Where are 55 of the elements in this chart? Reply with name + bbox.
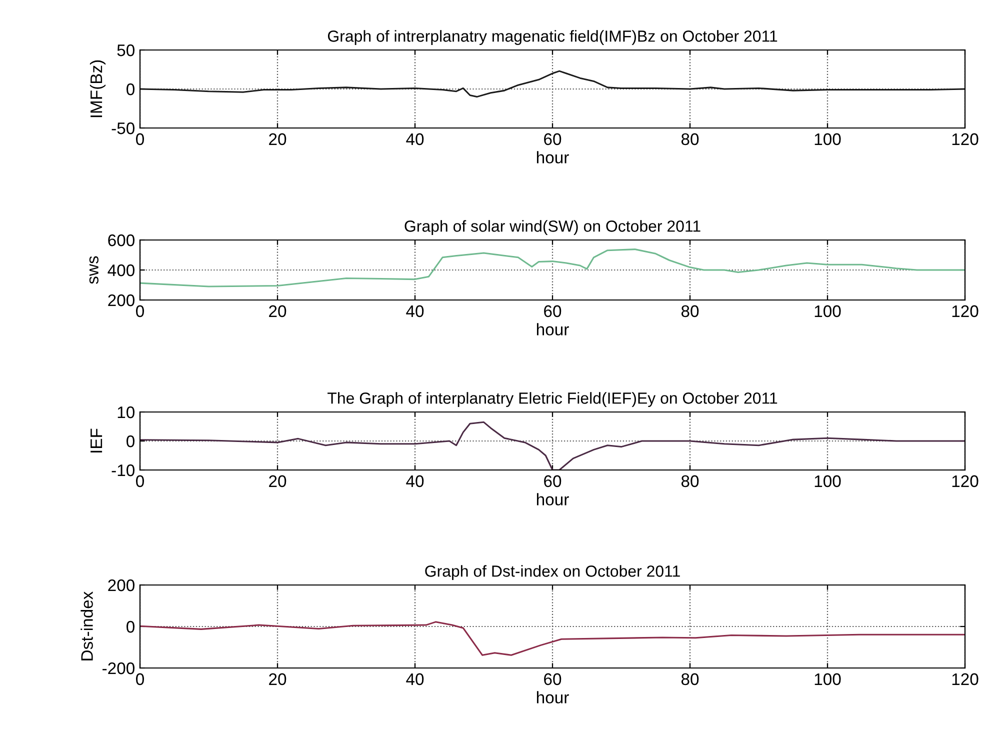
y-tick-label: 0 [126,83,134,96]
y-tick-label: 0 [126,620,134,633]
y-tick-label: 10 [118,406,134,418]
x-axis-title: hour [536,691,569,704]
x-tick-label: 40 [406,305,424,318]
y-tick-label: 600 [108,234,134,246]
chart-title: Graph of solar wind(SW) on October 2011 [404,220,700,235]
chart-title: Graph of Dst-index on October 2011 [425,565,680,580]
chart-title: The Graph of interplanatry Eletric Field(IEF)Ey on October 2011 [328,392,778,407]
x-tick-label: 20 [269,305,286,318]
x-tick-label: 0 [136,133,144,146]
y-tick-label: 400 [108,264,134,276]
line-series [140,70,965,98]
y-axis-title: IMF(Bz) [90,60,106,118]
x-tick-label: 0 [136,673,144,686]
x-tick-label: 120 [952,673,978,686]
x-tick-label: 120 [952,133,978,146]
chart-title: Graph of intrerplanatry magenatic field(IMF)Bz on October 2011 [328,30,778,45]
line-series [140,248,965,288]
x-axis-title: hour [536,151,569,164]
y-tick-label: -50 [112,122,134,134]
y-tick-label: -10 [112,464,134,476]
x-tick-label: 40 [406,133,424,146]
x-tick-label: 120 [952,475,978,488]
y-tick-label: 200 [108,294,134,306]
x-tick-label: 0 [136,305,144,318]
x-tick-label: 20 [269,475,286,488]
x-tick-label: 60 [544,133,562,146]
y-tick-label: 0 [126,435,134,448]
y-tick-label: 200 [108,579,134,592]
y-axis-title: Dst-index [80,591,93,660]
x-tick-label: 60 [544,305,562,318]
x-tick-label: 100 [814,305,841,318]
x-tick-label: 120 [952,305,978,318]
y-tick-label: 50 [117,44,134,56]
y-axis-title: IEF [90,428,102,452]
x-tick-label: 80 [681,305,699,318]
x-tick-label: 20 [269,133,286,146]
x-tick-label: 100 [814,133,841,146]
x-tick-label: 20 [269,673,286,686]
x-tick-label: 40 [406,673,424,686]
x-axis-title: hour [536,493,569,506]
x-tick-label: 60 [544,475,562,488]
x-tick-label: 80 [681,673,699,686]
x-tick-label: 100 [814,673,841,686]
x-tick-label: 80 [681,475,699,488]
x-tick-label: 60 [544,673,562,686]
x-tick-label: 80 [681,133,699,146]
x-tick-label: 0 [136,475,144,488]
x-tick-label: 100 [814,475,841,488]
x-axis-title: hour [536,323,569,336]
y-axis-title: sws [89,256,98,284]
line-series [140,621,965,656]
y-tick-label: -200 [102,662,134,674]
x-tick-label: 40 [406,475,424,488]
